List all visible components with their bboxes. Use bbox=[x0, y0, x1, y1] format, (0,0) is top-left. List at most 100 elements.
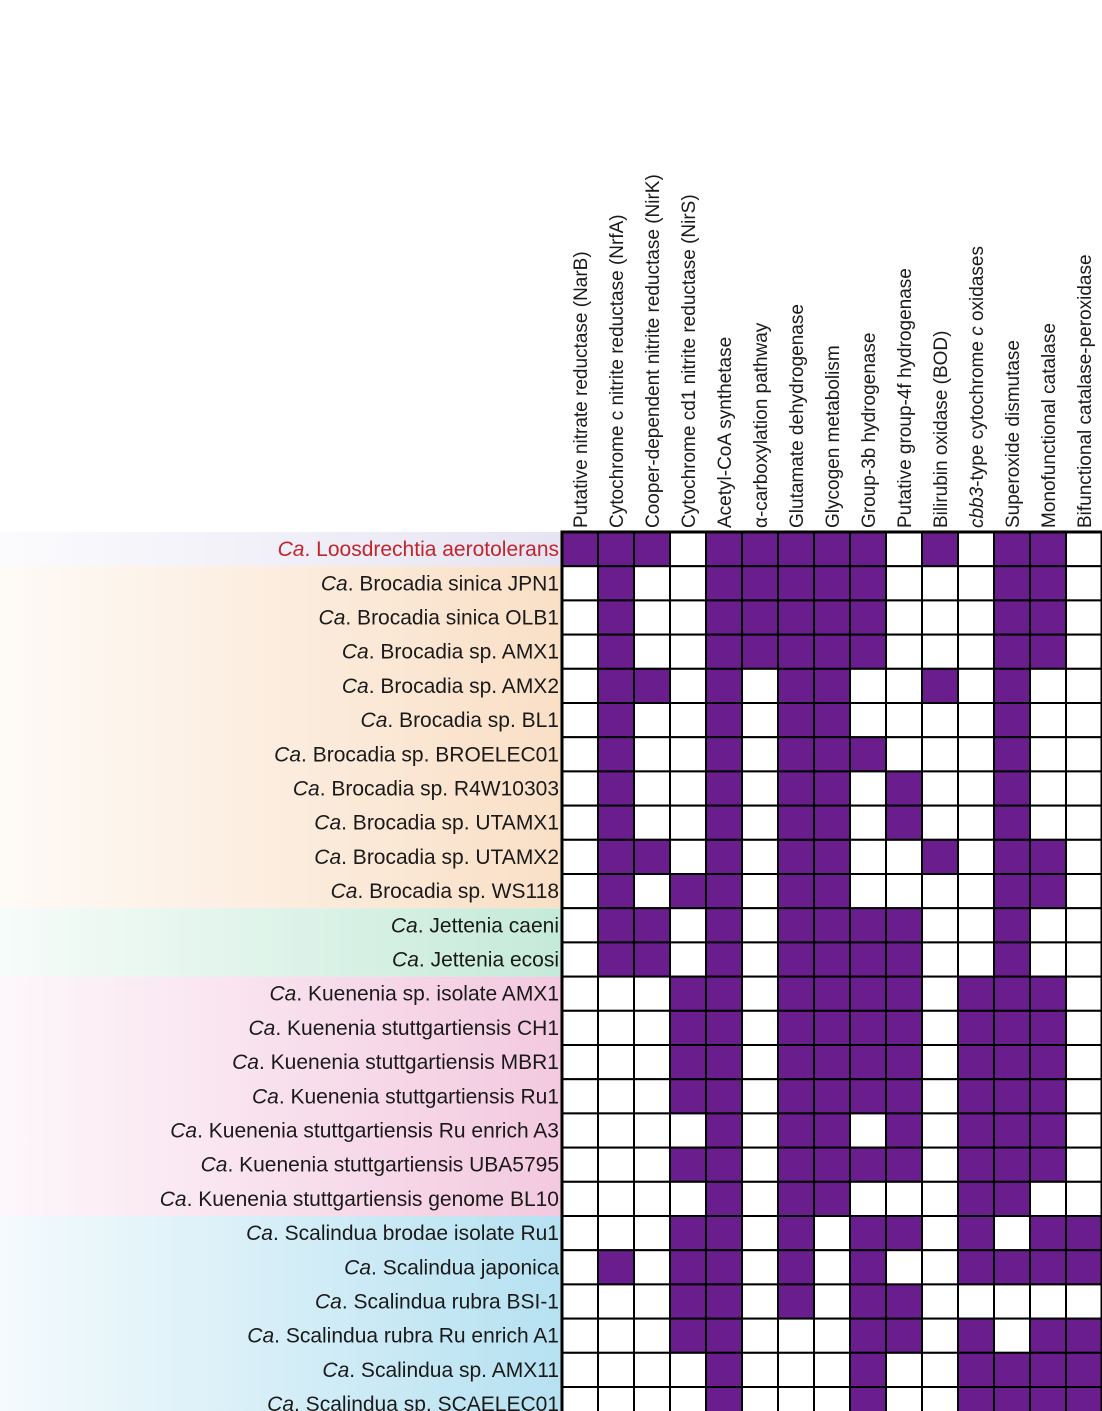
cell-present bbox=[597, 667, 635, 704]
cell-absent bbox=[633, 1180, 671, 1218]
cell-absent bbox=[777, 1386, 815, 1411]
cell-present bbox=[597, 907, 635, 944]
cell-absent bbox=[597, 1180, 635, 1218]
cell-present bbox=[705, 531, 743, 568]
heatmap-cells bbox=[560, 530, 1102, 1411]
cell-present bbox=[597, 770, 635, 807]
row-label: Ca. Scalindua rubra BSI-1 bbox=[315, 1291, 559, 1314]
cell-absent bbox=[957, 1283, 995, 1320]
cell-absent bbox=[669, 838, 707, 875]
cell-present bbox=[705, 1146, 743, 1183]
cell-absent bbox=[885, 667, 923, 704]
cell-present bbox=[777, 702, 815, 739]
cell-absent bbox=[813, 1386, 851, 1411]
cell-present bbox=[597, 565, 635, 602]
cell-absent bbox=[741, 1215, 779, 1252]
cell-absent bbox=[849, 667, 887, 704]
cell-present bbox=[813, 1180, 851, 1218]
row-label: Ca. Scalindua sp. AMX11 bbox=[322, 1359, 559, 1382]
cell-present bbox=[813, 941, 851, 978]
cell-present bbox=[705, 838, 743, 875]
column-label: Cytochrome cd1 nitrite reductase (NirS) bbox=[679, 194, 700, 528]
cell-absent bbox=[561, 838, 599, 875]
cell-present bbox=[777, 531, 815, 568]
column-label: Glycogen metabolism bbox=[823, 345, 844, 528]
cell-absent bbox=[921, 1249, 959, 1286]
cell-absent bbox=[741, 1112, 779, 1149]
cell-present bbox=[705, 873, 743, 910]
cell-present bbox=[669, 873, 707, 910]
cell-absent bbox=[669, 736, 707, 773]
cell-absent bbox=[561, 1386, 599, 1411]
row-label: Ca. Kuenenia stuttgartiensis Ru enrich A… bbox=[170, 1120, 559, 1143]
cell-present bbox=[669, 1009, 707, 1046]
cell-present bbox=[993, 1249, 1031, 1286]
cell-absent bbox=[921, 565, 959, 602]
cell-present bbox=[705, 1386, 743, 1411]
cell-present bbox=[705, 1044, 743, 1081]
cell-present bbox=[777, 838, 815, 875]
cell-present bbox=[813, 531, 851, 568]
cell-present bbox=[1029, 1078, 1067, 1115]
cell-absent bbox=[849, 1180, 887, 1218]
cell-absent bbox=[669, 531, 707, 568]
cell-absent bbox=[957, 633, 995, 670]
cell-absent bbox=[597, 1146, 635, 1183]
row-label: Ca. Scalindua japonica bbox=[344, 1256, 559, 1279]
cell-absent bbox=[669, 667, 707, 704]
cell-absent bbox=[849, 838, 887, 875]
row-label: Ca. Loosdrechtia aerotolerans bbox=[278, 538, 559, 561]
cell-absent bbox=[561, 1146, 599, 1183]
row-label: Ca. Jettenia caeni bbox=[391, 914, 559, 937]
cell-absent bbox=[885, 873, 923, 910]
cell-absent bbox=[597, 1386, 635, 1411]
cell-present bbox=[813, 667, 851, 704]
group-band-jettenia bbox=[0, 908, 562, 977]
cell-present bbox=[885, 1112, 923, 1149]
cell-present bbox=[669, 1146, 707, 1183]
column-label: Group-3b hydrogenase bbox=[859, 333, 880, 528]
cell-present bbox=[777, 907, 815, 944]
cell-present bbox=[885, 907, 923, 944]
row-label: Ca. Scalindua sp. SCAELEC01 bbox=[267, 1393, 559, 1411]
cell-absent bbox=[561, 1215, 599, 1252]
cell-absent bbox=[1065, 1078, 1102, 1115]
cell-present bbox=[993, 599, 1031, 636]
cell-absent bbox=[741, 1249, 779, 1286]
cell-absent bbox=[1029, 907, 1067, 944]
cell-absent bbox=[561, 667, 599, 704]
cell-absent bbox=[633, 736, 671, 773]
cell-present bbox=[705, 1351, 743, 1389]
cell-absent bbox=[1065, 1112, 1102, 1149]
cell-absent bbox=[741, 873, 779, 910]
cell-absent bbox=[741, 941, 779, 978]
cell-present bbox=[633, 941, 671, 978]
cell-present bbox=[705, 975, 743, 1012]
column-label: Monofunctional catalase bbox=[1039, 323, 1060, 528]
cell-absent bbox=[921, 975, 959, 1012]
cell-absent bbox=[561, 1317, 599, 1354]
cell-absent bbox=[561, 702, 599, 739]
cell-present bbox=[777, 599, 815, 636]
cell-absent bbox=[633, 565, 671, 602]
cell-present bbox=[597, 804, 635, 841]
cell-present bbox=[633, 531, 671, 568]
cell-present bbox=[849, 1386, 887, 1411]
cell-present bbox=[957, 1249, 995, 1286]
cell-absent bbox=[633, 1009, 671, 1046]
cell-present bbox=[957, 1215, 995, 1252]
column-label: Bifunctional catalase-peroxidase bbox=[1075, 254, 1096, 528]
cell-absent bbox=[957, 565, 995, 602]
cell-present bbox=[885, 1146, 923, 1183]
cell-present bbox=[849, 565, 887, 602]
cell-absent bbox=[885, 1386, 923, 1411]
cell-present bbox=[1029, 838, 1067, 875]
cell-present bbox=[993, 770, 1031, 807]
cell-present bbox=[1029, 1386, 1067, 1411]
cell-absent bbox=[561, 1078, 599, 1115]
cell-present bbox=[957, 1180, 995, 1218]
cell-present bbox=[993, 565, 1031, 602]
column-label: α-carboxylation pathway bbox=[751, 322, 772, 528]
cell-present bbox=[993, 1180, 1031, 1218]
cell-present bbox=[885, 804, 923, 841]
